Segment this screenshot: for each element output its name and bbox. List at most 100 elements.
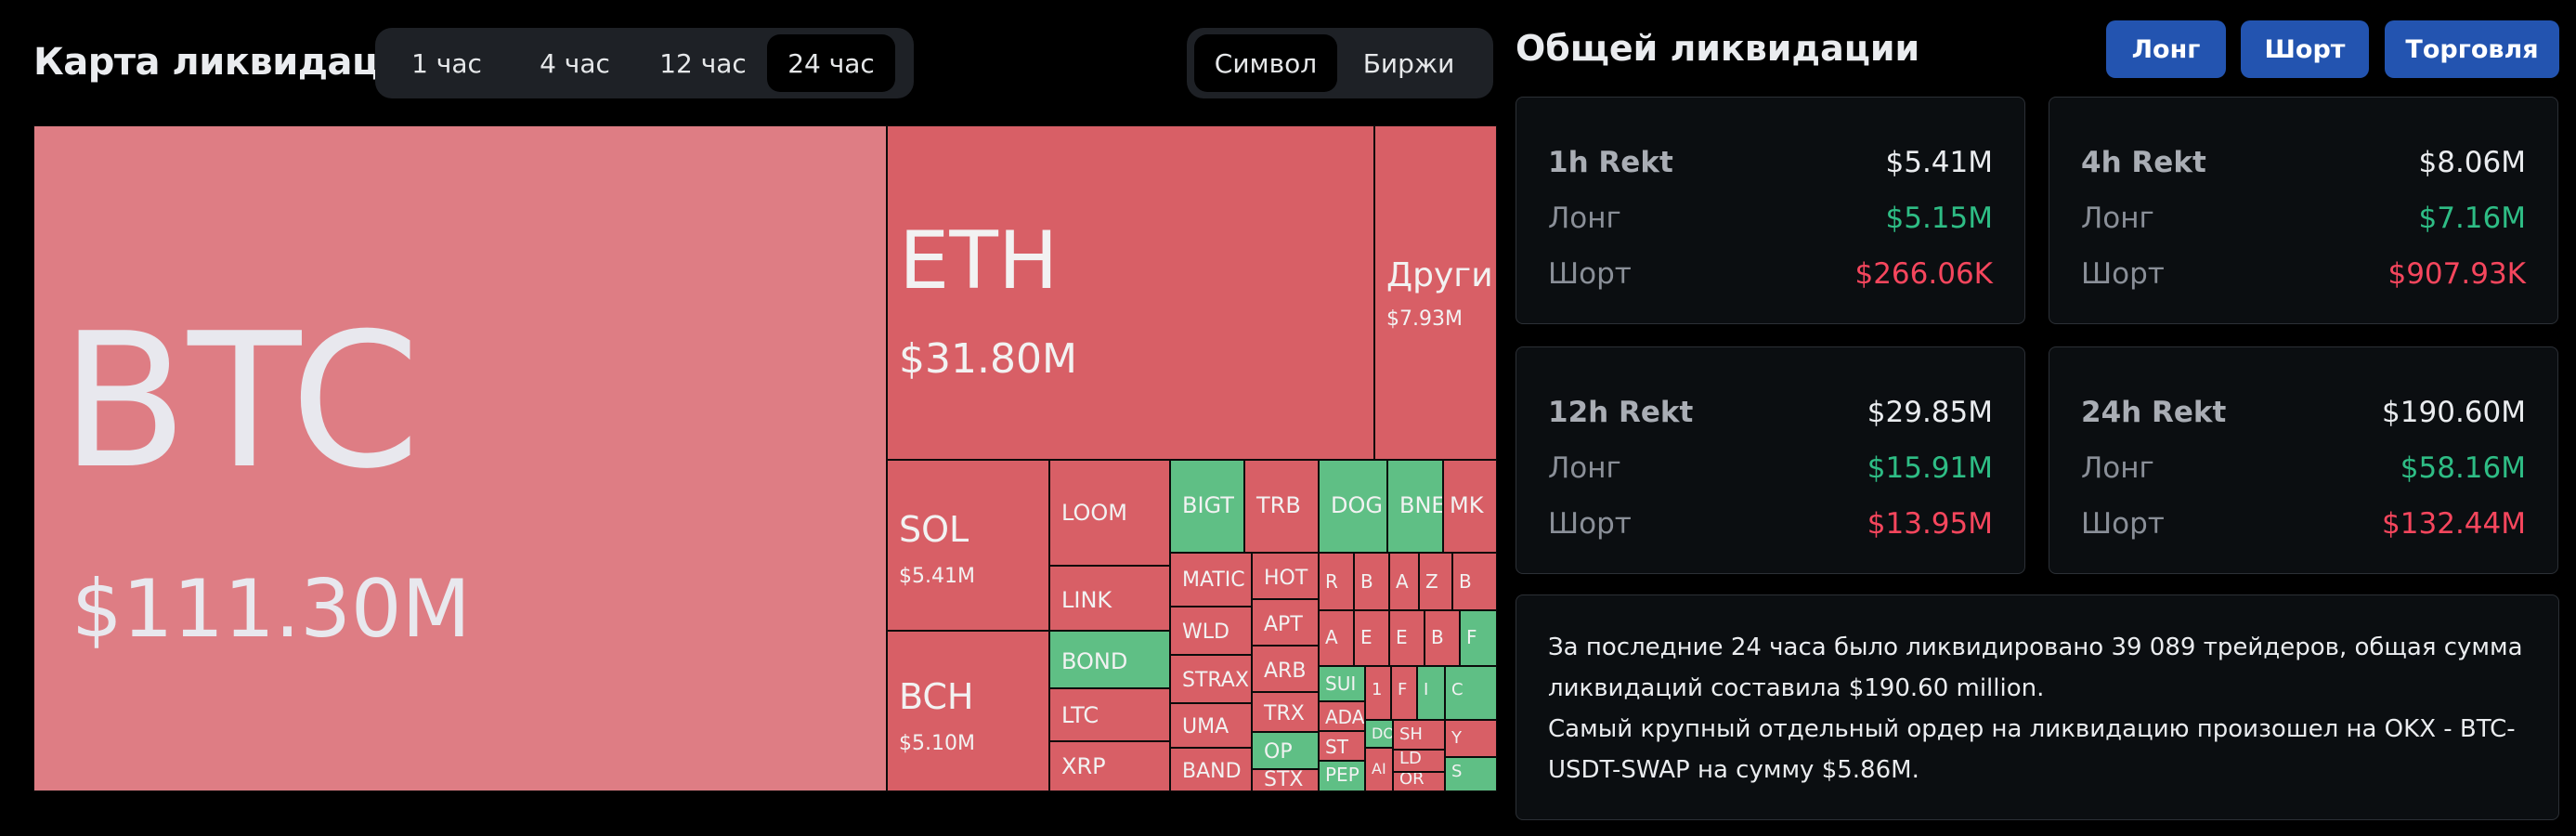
treemap-cell-op[interactable]: OP bbox=[1252, 732, 1319, 769]
treemap-cell-r[interactable]: R bbox=[1319, 553, 1354, 610]
short-label: Шорт bbox=[1548, 507, 1632, 541]
treemap-cell-i[interactable]: I bbox=[1417, 666, 1445, 720]
treemap-cell-a[interactable]: A bbox=[1389, 553, 1419, 610]
tab-symbol[interactable]: Символ bbox=[1194, 34, 1337, 92]
short-label: Шорт bbox=[1548, 257, 1632, 291]
tab-12h[interactable]: 12 час bbox=[659, 47, 747, 79]
treemap-symbol: AI bbox=[1372, 760, 1386, 777]
short-value: $266.06K bbox=[1854, 257, 1993, 291]
treemap-symbol: BOND bbox=[1061, 648, 1128, 674]
treemap-amount: $31.80M bbox=[899, 335, 1077, 383]
treemap-symbol: E bbox=[1396, 626, 1408, 648]
rekt-card-4h: 4h Rekt $8.06M Лонг $7.16M Шорт $907.93K bbox=[2049, 97, 2558, 324]
treemap-cell-apt[interactable]: APT bbox=[1252, 599, 1319, 646]
long-value: $15.91M bbox=[1867, 451, 1993, 485]
treemap-cell-b[interactable]: B bbox=[1452, 553, 1497, 610]
treemap-cell-link[interactable]: LINK bbox=[1049, 566, 1170, 631]
tab-1h[interactable]: 1 час bbox=[411, 47, 482, 79]
treemap-cell-uma[interactable]: UMA bbox=[1170, 703, 1252, 748]
short-button[interactable]: Шорт bbox=[2241, 20, 2369, 78]
treemap-cell-band[interactable]: BAND bbox=[1170, 748, 1252, 791]
treemap-cell-dog[interactable]: DOG bbox=[1319, 460, 1387, 553]
treemap-symbol: A bbox=[1396, 570, 1409, 593]
treemap-symbol: A bbox=[1325, 626, 1338, 648]
treemap-cell-f[interactable]: F bbox=[1460, 610, 1497, 666]
tab-24h[interactable]: 24 час bbox=[767, 34, 895, 92]
treemap-cell-sui[interactable]: SUI bbox=[1319, 666, 1365, 701]
treemap-cell-e[interactable]: E bbox=[1389, 610, 1425, 666]
short-value: $132.44M bbox=[2382, 507, 2526, 541]
treemap-cell-bne[interactable]: BNE bbox=[1387, 460, 1443, 553]
treemap-cell-btc[interactable]: BTC $111.30M bbox=[33, 125, 887, 791]
treemap-symbol: DOT bbox=[1372, 725, 1392, 742]
treemap-cell-bch[interactable]: BCH $5.10M bbox=[887, 631, 1049, 791]
treemap-symbol: Z bbox=[1425, 570, 1438, 593]
treemap-cell-or[interactable]: OR bbox=[1393, 772, 1445, 791]
treemap-cell-b[interactable]: B bbox=[1354, 553, 1389, 610]
trade-button[interactable]: Торговля bbox=[2385, 20, 2559, 78]
treemap-cell-1[interactable]: 1 bbox=[1365, 666, 1391, 720]
card-total: $190.60M bbox=[2382, 396, 2526, 429]
treemap-cell-ltc[interactable]: LTC bbox=[1049, 688, 1170, 741]
treemap-symbol: APT bbox=[1264, 613, 1303, 636]
treemap-symbol: SH bbox=[1399, 725, 1423, 744]
treemap-cell-sol[interactable]: SOL $5.41M bbox=[887, 460, 1049, 631]
long-button[interactable]: Лонг bbox=[2106, 20, 2226, 78]
treemap-cell-matic[interactable]: MATIC bbox=[1170, 553, 1252, 607]
treemap-cell-ai[interactable]: AI bbox=[1365, 748, 1393, 791]
treemap-cell-st[interactable]: ST bbox=[1319, 731, 1365, 761]
treemap-symbol: TRB bbox=[1256, 492, 1301, 518]
treemap-cell-hot[interactable]: HOT bbox=[1252, 553, 1319, 599]
tab-exchanges[interactable]: Биржи bbox=[1362, 47, 1455, 79]
treemap-cell-ada[interactable]: ADA bbox=[1319, 701, 1365, 731]
treemap-symbol: 1 bbox=[1372, 680, 1383, 699]
treemap-cell-c[interactable]: C bbox=[1445, 666, 1497, 720]
treemap-cell-dot[interactable]: DOT bbox=[1365, 720, 1393, 748]
treemap-cell-z[interactable]: Z bbox=[1419, 553, 1452, 610]
treemap-cell-arb[interactable]: ARB bbox=[1252, 646, 1319, 692]
summary-line-2: Самый крупный отдельный ордер на ликвида… bbox=[1548, 715, 2516, 784]
treemap-symbol: WLD bbox=[1182, 620, 1229, 644]
treemap-symbol: ST bbox=[1325, 736, 1348, 758]
treemap-symbol: BAND bbox=[1182, 760, 1242, 783]
treemap-cell-y[interactable]: Y bbox=[1445, 720, 1497, 757]
treemap-symbol: LOOM bbox=[1061, 500, 1128, 526]
treemap-symbol: B bbox=[1360, 570, 1373, 593]
summary-line-1: За последние 24 часа было ликвидировано … bbox=[1548, 634, 2523, 702]
treemap-cell-stx[interactable]: STX bbox=[1252, 769, 1319, 791]
treemap-symbol: BTC bbox=[60, 294, 421, 510]
treemap-cell-strax[interactable]: STRAX bbox=[1170, 655, 1252, 703]
treemap-cell-pep[interactable]: PEP bbox=[1319, 761, 1365, 791]
treemap-cell-mk[interactable]: MK bbox=[1443, 460, 1497, 553]
treemap-cell-други[interactable]: Други $7.93M bbox=[1374, 125, 1497, 460]
treemap-cell-eth[interactable]: ETH $31.80M bbox=[887, 125, 1374, 460]
treemap-symbol: BNE bbox=[1399, 492, 1443, 518]
treemap-cell-trx[interactable]: TRX bbox=[1252, 692, 1319, 732]
treemap-symbol: ARB bbox=[1264, 660, 1307, 683]
short-value: $907.93K bbox=[2387, 257, 2526, 291]
treemap-symbol: DOG bbox=[1331, 492, 1383, 518]
treemap-symbol: SUI bbox=[1325, 673, 1357, 695]
treemap-cell-trb[interactable]: TRB bbox=[1244, 460, 1319, 553]
treemap-cell-wld[interactable]: WLD bbox=[1170, 607, 1252, 655]
treemap-cell-xrp[interactable]: XRP bbox=[1049, 741, 1170, 791]
treemap-cell-s[interactable]: S bbox=[1445, 757, 1497, 791]
tab-4h[interactable]: 4 час bbox=[540, 47, 610, 79]
treemap-cell-e[interactable]: E bbox=[1354, 610, 1389, 666]
short-value: $13.95M bbox=[1867, 507, 1993, 541]
treemap-cell-a[interactable]: A bbox=[1319, 610, 1354, 666]
long-value: $58.16M bbox=[2400, 451, 2526, 485]
liquidation-treemap: BTC $111.30M ETH $31.80M Други $7.93M SOL $5.41… bbox=[33, 125, 1497, 791]
long-label: Лонг bbox=[1548, 451, 1621, 485]
card-total: $8.06M bbox=[2418, 146, 2527, 179]
treemap-cell-sh[interactable]: SH bbox=[1393, 720, 1445, 750]
treemap-cell-b[interactable]: B bbox=[1425, 610, 1460, 666]
treemap-cell-bond[interactable]: BOND bbox=[1049, 631, 1170, 688]
treemap-amount: $111.30M bbox=[72, 563, 471, 656]
long-label: Лонг bbox=[2081, 202, 2154, 235]
treemap-cell-bigt[interactable]: BIGT bbox=[1170, 460, 1244, 553]
treemap-cell-loom[interactable]: LOOM bbox=[1049, 460, 1170, 566]
treemap-symbol: HOT bbox=[1264, 567, 1308, 590]
treemap-cell-f[interactable]: F bbox=[1391, 666, 1417, 720]
treemap-cell-ld[interactable]: LD bbox=[1393, 750, 1445, 772]
